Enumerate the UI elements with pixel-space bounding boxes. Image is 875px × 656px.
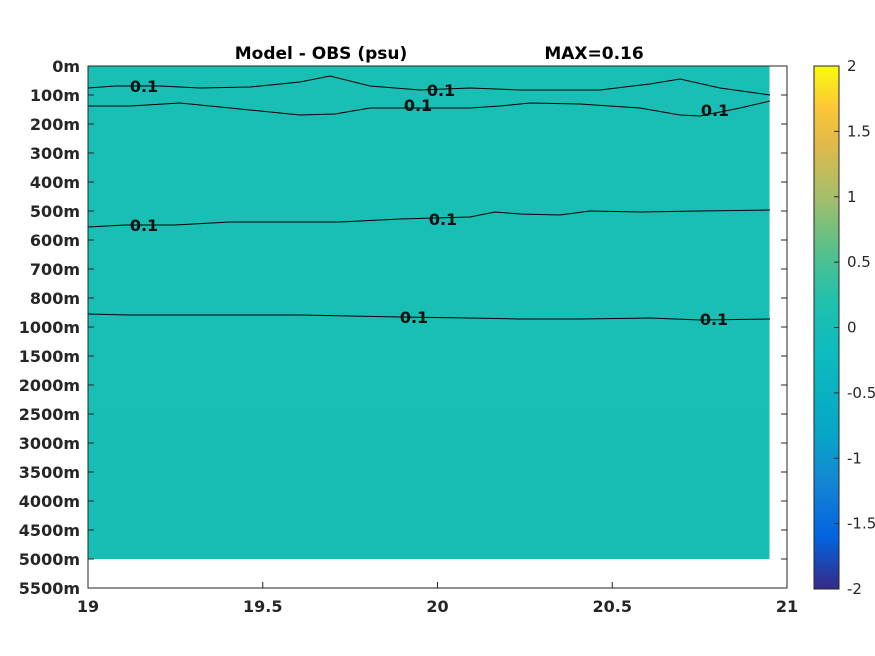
y-tick-label: 2000m bbox=[19, 376, 80, 395]
contour-line bbox=[87, 313, 771, 321]
contour-label: 0.1 bbox=[427, 81, 455, 100]
y-tick-label: 200m bbox=[30, 115, 80, 134]
y-tick-label: 2500m bbox=[19, 405, 80, 424]
colorbar-tick-label: 0 bbox=[847, 319, 857, 337]
y-tick-label: 600m bbox=[30, 231, 80, 250]
y-tick-label: 700m bbox=[30, 260, 80, 279]
contour-label: 0.1 bbox=[700, 310, 728, 329]
contour-label: 0.1 bbox=[130, 77, 158, 96]
y-tick-label: 0m bbox=[52, 57, 80, 76]
contour-line bbox=[87, 209, 771, 228]
contour-label: 0.1 bbox=[130, 216, 158, 235]
y-tick-label: 100m bbox=[30, 86, 80, 105]
colorbar-ticks: 2 1.5 1 0.5 0 -0.5 -1 -1.5 -2 bbox=[834, 57, 875, 598]
contour-label: 0.1 bbox=[400, 308, 428, 327]
colorbar-tick-label: -1.5 bbox=[847, 515, 875, 533]
y-tick-label: 1000m bbox=[19, 318, 80, 337]
y-tick-label: 5500m bbox=[19, 579, 80, 598]
y-tick-label: 300m bbox=[30, 144, 80, 163]
x-axis: 19 19.5 20 20.5 21 bbox=[77, 582, 798, 616]
depth-bands bbox=[88, 66, 770, 559]
plot-area: 0.1 0.10.1 0.10.1 0.10.1 0.1 bbox=[87, 65, 788, 589]
y-tick-label: 3000m bbox=[19, 434, 80, 453]
max-value-label: MAX=0.16 bbox=[544, 44, 643, 64]
contour-lines bbox=[87, 75, 771, 321]
contour-label: 0.1 bbox=[429, 210, 457, 229]
y-tick-label: 400m bbox=[30, 173, 80, 192]
y-tick-label: 5000m bbox=[19, 550, 80, 569]
y-tick-label: 500m bbox=[30, 202, 80, 221]
y-tick-label: 800m bbox=[30, 289, 80, 308]
y-axis: 0m 100m 200m 300m 400m 500m 600m 700m 800m 1000m 1… bbox=[19, 57, 787, 598]
chart-title: Model - OBS (psu) bbox=[235, 44, 408, 64]
colorbar-tick-label: -0.5 bbox=[847, 384, 875, 402]
x-tick-label: 21 bbox=[776, 597, 798, 616]
colorbar-tick-label: 1.5 bbox=[847, 122, 871, 140]
colorbar-tick-label: -2 bbox=[847, 580, 862, 598]
y-tick-label: 1500m bbox=[19, 347, 80, 366]
depth-band bbox=[88, 414, 770, 559]
x-tick-label: 19 bbox=[77, 597, 99, 616]
x-tick-label: 20 bbox=[426, 597, 448, 616]
y-tick-label: 4000m bbox=[19, 492, 80, 511]
colorbar: 2 1.5 1 0.5 0 -0.5 -1 -1.5 -2 bbox=[813, 57, 875, 598]
depth-band bbox=[88, 66, 770, 414]
contour-line bbox=[88, 100, 771, 117]
y-tick-label: 3500m bbox=[19, 463, 80, 482]
colorbar-tick-label: 0.5 bbox=[847, 253, 871, 271]
colorbar-tick-label: -1 bbox=[847, 449, 862, 467]
contour-label: 0.1 bbox=[701, 101, 729, 120]
y-tick-label: 4500m bbox=[19, 521, 80, 540]
contour-label: 0.1 bbox=[404, 96, 432, 115]
contour-labels: 0.1 0.10.1 0.10.1 0.10.1 0.1 bbox=[130, 77, 729, 329]
x-tick-label: 19.5 bbox=[243, 597, 282, 616]
contour-line bbox=[87, 75, 771, 96]
x-tick-label: 20.5 bbox=[593, 597, 632, 616]
colorbar-tick-label: 2 bbox=[847, 57, 857, 75]
colorbar-tick-label: 1 bbox=[847, 188, 857, 206]
